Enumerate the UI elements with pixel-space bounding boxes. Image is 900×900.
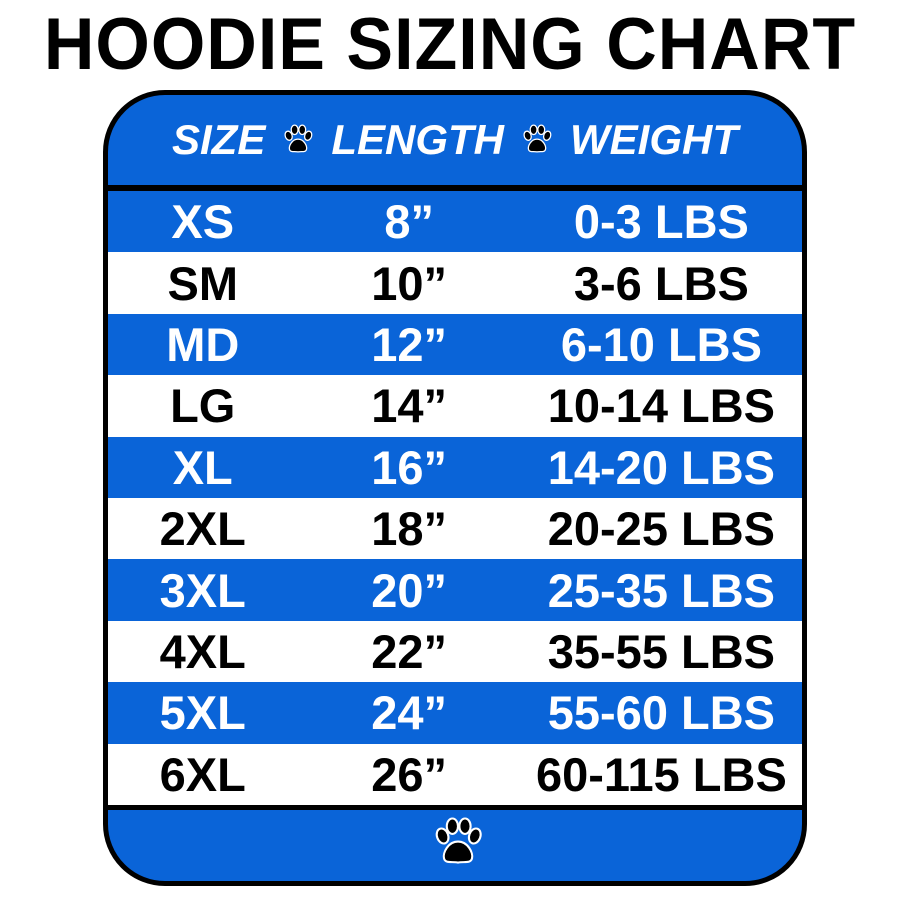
table-header: SIZE LENGTH WEIGHT [108,95,802,185]
weight-cell: 55-60 LBS [547,686,776,740]
paw-print-icon [522,124,553,153]
length-cell: 20” [371,563,448,617]
size-cell: 2XL [159,502,246,556]
table-row: XL 16” 14-20 LBS [108,436,802,498]
header-size: SIZE [172,116,266,163]
table-row: 5XL 24” 55-60 LBS [108,682,802,744]
table-row: MD 12” 6-10 LBS [108,313,802,376]
length-cell: 12” [371,317,448,371]
weight-cell: 35-55 LBS [547,624,776,678]
table-row: XS 8” 0-3 LBS [108,191,802,253]
length-cell: 26” [371,747,448,801]
sizing-table: SIZE LENGTH WEIGHT XS 8” 0-3 LBS SM 10” 3-6 L… [103,90,807,886]
size-cell: 6XL [159,747,246,801]
header-weight: WEIGHT [570,116,738,163]
length-cell: 8” [384,195,434,249]
chart-title: HOODIE SIZING CHART [43,3,857,85]
paw-print-icon [283,124,314,153]
size-cell: MD [166,317,240,371]
length-cell: 24” [371,686,448,740]
weight-cell: 14-20 LBS [547,440,776,494]
weight-cell: 3-6 LBS [573,256,749,310]
size-cell: SM [167,256,238,310]
size-cell: 5XL [159,686,246,740]
length-cell: 18” [371,502,448,556]
length-cell: 22” [371,624,448,678]
weight-cell: 60-115 LBS [535,747,787,801]
table-row: 2XL 18” 20-25 LBS [108,497,802,560]
size-cell: XS [171,195,235,249]
size-cell: 4XL [159,624,246,678]
length-cell: 10” [371,256,448,310]
weight-cell: 6-10 LBS [560,317,762,371]
table-row: 4XL 22” 35-55 LBS [108,620,802,683]
weight-cell: 25-35 LBS [547,563,776,617]
table-row: 6XL 26” 60-115 LBS [108,743,802,805]
table-row: SM 10” 3-6 LBS [108,252,802,314]
paw-print-icon [433,817,484,864]
weight-cell: 10-14 LBS [547,379,776,433]
weight-cell: 20-25 LBS [547,502,776,556]
size-cell: LG [170,379,236,433]
header-length: LENGTH [331,116,505,163]
table-row: LG 14” 10-14 LBS [108,375,802,437]
size-cell: 3XL [159,563,246,617]
length-cell: 16” [371,440,448,494]
weight-cell: 0-3 LBS [573,195,749,249]
table-row: 3XL 20” 25-35 LBS [108,559,802,621]
table-body: XS 8” 0-3 LBS SM 10” 3-6 LBS MD 12” 6-10 LBS LG 14… [108,185,802,810]
length-cell: 14” [371,379,448,433]
size-cell: XL [172,440,233,494]
